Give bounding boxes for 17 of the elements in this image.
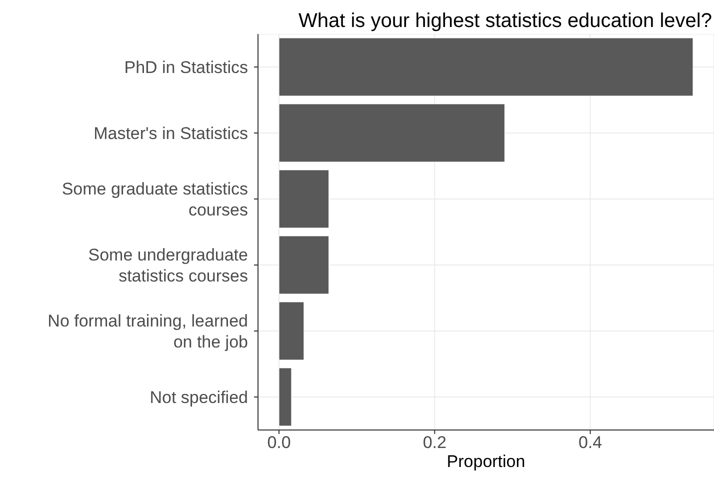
y-tick-label: Some graduate statistics courses <box>62 179 248 219</box>
y-tick-label: No formal training, learned on the job <box>48 311 248 351</box>
x-tick-label: 0.4 <box>578 433 602 452</box>
x-axis-title: Proportion <box>446 452 526 472</box>
chart-title: What is your highest statistics education level? <box>297 9 713 34</box>
y-tick-label: PhD in Statistics <box>124 58 248 76</box>
bar <box>278 302 304 360</box>
y-tick-label: Some undergraduate statistics courses <box>88 245 248 285</box>
y-tick-label: Not specified <box>150 388 248 406</box>
bar <box>278 38 694 96</box>
x-tick-label: 0.0 <box>267 433 291 452</box>
bar <box>278 170 330 228</box>
x-tick-label: 0.2 <box>422 433 446 452</box>
y-tick-label: Master's in Statistics <box>94 124 248 142</box>
bar <box>278 104 505 162</box>
bar <box>278 236 330 294</box>
bar <box>278 368 292 426</box>
